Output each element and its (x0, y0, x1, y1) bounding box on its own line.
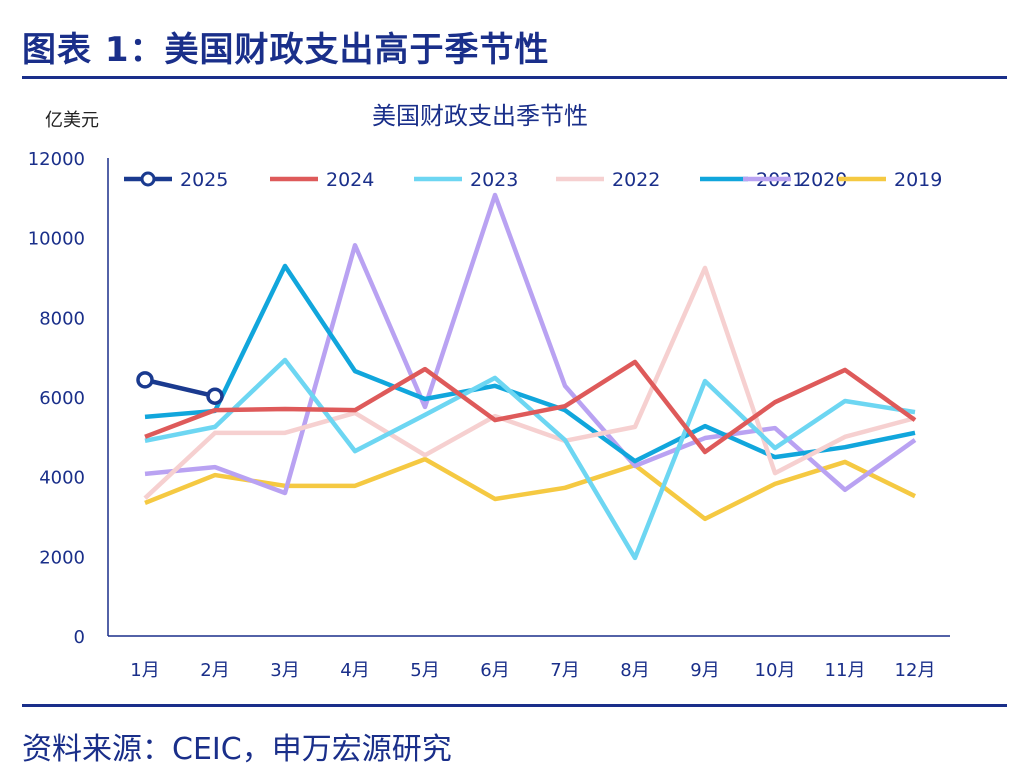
series-line-2022 (143, 265, 916, 500)
y-tick-label: 0 (74, 627, 85, 648)
series-line-2021 (144, 263, 916, 464)
x-tick-label: 3月 (270, 660, 299, 681)
x-tick-label: 2月 (200, 660, 229, 681)
footer-rule (22, 704, 1007, 707)
series-line-2019 (144, 456, 916, 522)
legend-label-2019: 2019 (894, 169, 942, 191)
series-line-2020 (144, 192, 917, 496)
x-tick-label: 8月 (620, 660, 649, 681)
x-tick-label: 1月 (130, 660, 159, 681)
x-tick-label: 11月 (825, 660, 866, 681)
header-rule (22, 76, 1007, 79)
x-tick-label: 12月 (895, 660, 936, 681)
x-tick-label: 9月 (690, 660, 719, 681)
legend-label-2024: 2024 (326, 169, 374, 191)
legend-label-2025: 2025 (180, 169, 228, 191)
source-note: 资料来源：CEIC，申万宏源研究 (22, 732, 452, 767)
x-tick-label: 6月 (480, 660, 509, 681)
series-line-2023 (144, 357, 916, 561)
y-tick-label: 10000 (28, 229, 85, 250)
chart-title: 美国财政支出季节性 (372, 102, 588, 130)
legend-marker-2025 (140, 171, 156, 187)
x-tick-label: 7月 (550, 660, 579, 681)
series-line-2024 (144, 359, 917, 455)
legend-label-2023: 2023 (470, 169, 518, 191)
y-tick-label: 6000 (39, 388, 85, 409)
x-tick-label: 4月 (340, 660, 369, 681)
y-tick-label: 4000 (39, 468, 85, 489)
legend-label-2020: 2020 (799, 169, 847, 191)
y-axis-label: 亿美元 (45, 110, 99, 131)
y-tick-label: 12000 (28, 149, 85, 170)
data-point-2025 (206, 387, 224, 405)
y-tick-label: 2000 (39, 547, 85, 568)
figure-title: 图表 1：美国财政支出高于季节性 (22, 30, 550, 70)
x-tick-label: 10月 (755, 660, 796, 681)
legend-label-2022: 2022 (612, 169, 660, 191)
series-line-2025 (144, 377, 216, 399)
x-tick-label: 5月 (410, 660, 439, 681)
data-point-2025 (136, 371, 154, 389)
y-tick-label: 8000 (39, 308, 85, 329)
